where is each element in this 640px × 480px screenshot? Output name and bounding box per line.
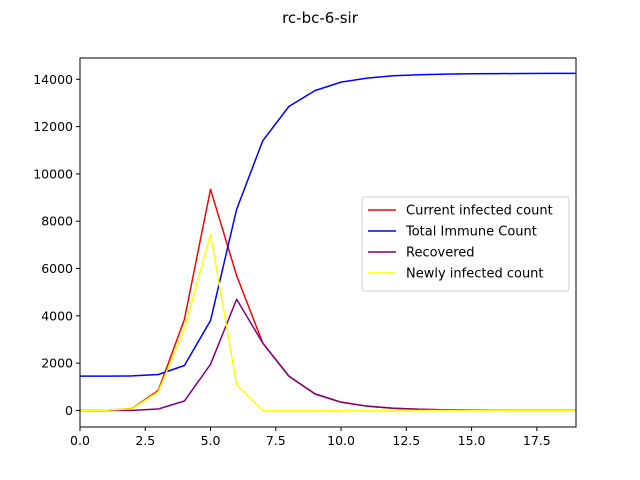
y-tick-label: 2000 — [41, 356, 73, 371]
series-line-4 — [79, 233, 576, 412]
y-tick-label: 6000 — [41, 261, 73, 276]
y-tick-label: 12000 — [33, 119, 73, 134]
legend-label-4: Newly infected count — [406, 267, 544, 282]
x-tick-label: 0.0 — [70, 433, 90, 448]
x-tick-label: 17.5 — [523, 433, 551, 448]
x-tick-label: 15.0 — [458, 433, 486, 448]
y-tick-label: 14000 — [33, 72, 73, 87]
y-tick-label: 4000 — [41, 308, 73, 323]
x-tick-label: 10.0 — [327, 433, 355, 448]
x-tick-label: 12.5 — [392, 433, 420, 448]
series-layer — [79, 72, 577, 412]
y-tick-label: 0 — [65, 403, 73, 418]
axes-frame — [79, 57, 577, 428]
legend-label-1: Current infected count — [406, 204, 553, 219]
y-axis: 0 2000 4000 6000 8000 10000 12000 14000 — [33, 72, 80, 418]
x-tick-label: 5.0 — [201, 433, 221, 448]
x-tick-label: 7.5 — [266, 433, 286, 448]
x-axis: 0.0 2.5 5.0 7.5 10.0 12.5 15.0 17.5 — [70, 427, 551, 448]
legend-label-2: Total Immune Count — [405, 225, 537, 240]
series-line-2 — [80, 72, 577, 377]
legend-label-3: Recovered — [406, 246, 475, 261]
legend-box — [361, 196, 570, 292]
y-tick-label: 8000 — [41, 214, 73, 229]
legend: Current infected count Total Immune Count… — [361, 196, 570, 292]
chart-title: rc-bc-6-sir — [282, 9, 359, 27]
y-tick-label: 10000 — [33, 166, 73, 181]
x-tick-label: 2.5 — [135, 433, 155, 448]
